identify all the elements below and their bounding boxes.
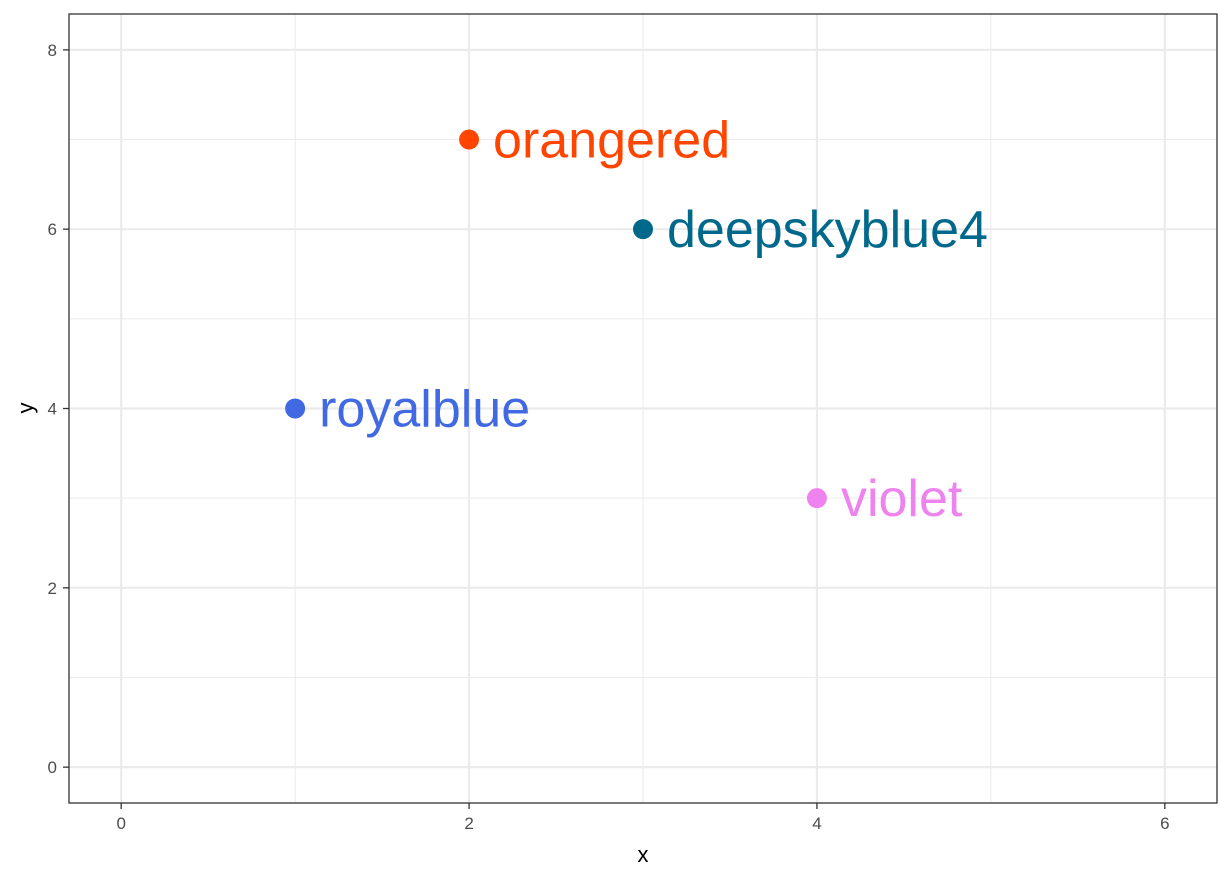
data-point <box>285 398 306 419</box>
data-point <box>633 219 653 240</box>
x-tick-label: 0 <box>116 814 125 833</box>
x-tick-label: 2 <box>464 814 473 833</box>
y-tick-label: 2 <box>48 579 57 598</box>
x-tick-label: 6 <box>1160 814 1169 833</box>
data-point-label: orangered <box>493 112 730 170</box>
data-point <box>806 488 827 509</box>
x-axis-title: x <box>638 842 649 867</box>
data-point-label: deepskyblue4 <box>667 201 988 259</box>
data-points: royalblue orangered deepskyblue4 violet <box>285 112 988 528</box>
x-tick-label: 4 <box>812 814 821 833</box>
data-point-label: violet <box>841 470 963 528</box>
x-axis-ticks: 0 2 4 6 <box>116 803 1170 833</box>
y-axis-title: y <box>13 403 38 414</box>
y-tick-label: 0 <box>48 758 57 777</box>
data-point <box>459 129 480 150</box>
y-axis-ticks: 0 2 4 6 8 <box>48 41 69 777</box>
data-point-label: royalblue <box>319 381 530 439</box>
y-tick-label: 4 <box>48 400 57 419</box>
y-tick-label: 8 <box>48 41 57 60</box>
y-tick-label: 6 <box>48 220 57 239</box>
